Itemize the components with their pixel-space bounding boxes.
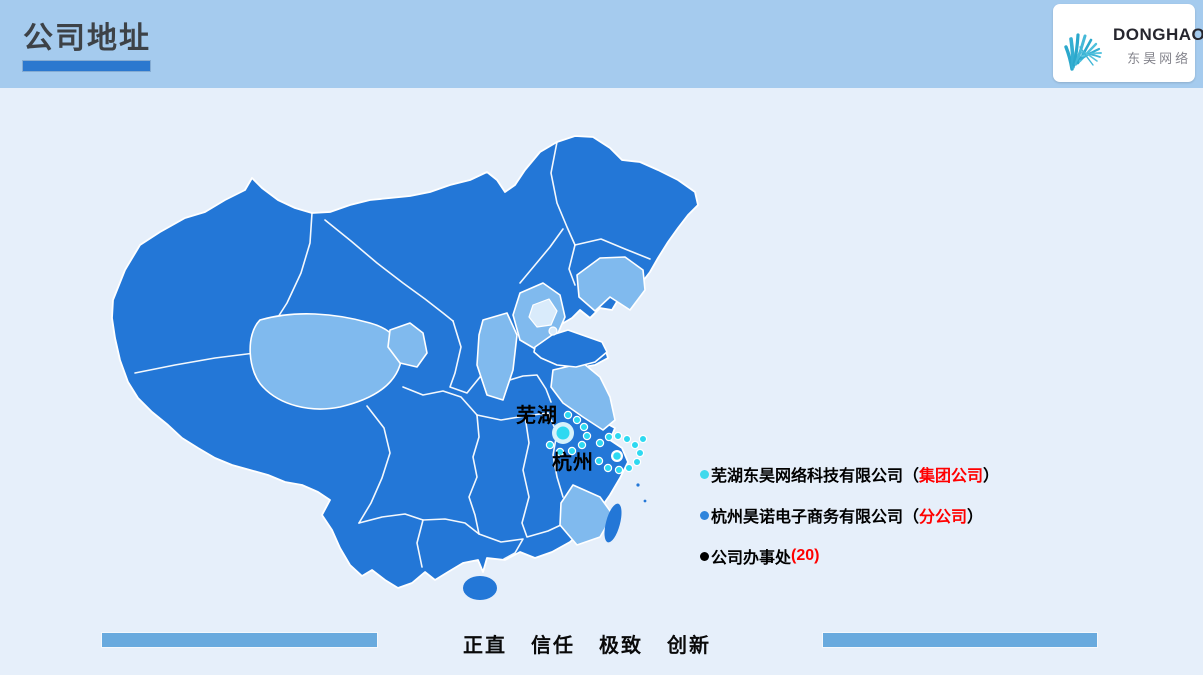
slogan-word: 极致 <box>599 635 643 657</box>
legend-label: 芜湖东昊网络科技有限公司 <box>711 468 904 485</box>
map-legend: 芜湖东昊网络科技有限公司 （ 集团公司 ） 杭州昊诺电子商务有限公司 （ 分公司… <box>700 462 999 568</box>
header-band: 公司地址 DONGHAO <box>0 0 1203 88</box>
province-shandong <box>533 329 608 368</box>
office-dot <box>567 446 577 456</box>
branch-marker-center <box>613 452 621 460</box>
island-small-2 <box>643 499 647 503</box>
china-map-svg <box>111 135 699 600</box>
province-shanxi <box>476 312 518 401</box>
slogan-word: 创新 <box>667 635 711 657</box>
office-dot <box>613 431 623 441</box>
office-dot <box>624 463 634 473</box>
legend-bullet-icon <box>700 510 709 520</box>
province-qinghai <box>249 313 402 410</box>
office-dot <box>603 463 613 473</box>
legend-item: 公司办事处 (20) <box>700 544 999 568</box>
legend-bullet-icon <box>700 469 709 479</box>
office-dot <box>555 447 565 457</box>
legend-item: 杭州昊诺电子商务有限公司 （ 分公司 ） <box>700 503 999 527</box>
legend-highlight: (20) <box>791 547 820 564</box>
legend-bullet-icon <box>700 551 709 561</box>
office-dot <box>595 438 605 448</box>
province-ningxia-gansu-east <box>387 322 428 368</box>
logo-name: DONGHAO <box>1113 25 1203 44</box>
slogan-word: 正直 <box>463 635 507 657</box>
legend-highlight: 分公司 <box>919 509 968 526</box>
company-values-slogan: 正直 信任 极致 创新 <box>463 629 711 658</box>
china-map <box>105 125 705 605</box>
island-small-1 <box>636 483 640 487</box>
legend-label: 杭州昊诺电子商务有限公司 <box>711 509 904 526</box>
island-hainan <box>463 576 497 600</box>
province-jiangsu <box>550 362 616 431</box>
office-dot <box>622 434 632 444</box>
office-dot <box>579 422 589 432</box>
legend-label: 公司办事处 <box>711 550 792 567</box>
office-dot <box>563 410 573 420</box>
footer-bar-left <box>102 633 377 647</box>
legend-bracket-open: （ <box>903 509 920 526</box>
office-dot <box>582 431 592 441</box>
city-label-hangzhou: 杭州 <box>552 452 594 474</box>
province-borders <box>134 141 651 568</box>
office-dot <box>630 440 640 450</box>
page-title: 公司地址 <box>23 22 151 55</box>
slogan-word: 信任 <box>531 635 575 657</box>
city-markers-layer <box>552 422 623 462</box>
office-dot <box>594 456 604 466</box>
office-dot <box>632 457 642 467</box>
legend-item: 芜湖东昊网络科技有限公司 （ 集团公司 ） <box>700 462 999 486</box>
office-dot <box>638 434 648 444</box>
legend-bracket-close: ） <box>967 509 984 526</box>
office-dot <box>604 432 614 442</box>
office-dots-layer <box>545 410 648 475</box>
legend-bracket-close: ） <box>983 468 1000 485</box>
office-dot <box>635 448 645 458</box>
legend-bracket-open: （ <box>903 468 920 485</box>
province-tianjin <box>548 326 558 336</box>
legend-highlight: 集团公司 <box>919 468 984 485</box>
province-beijing <box>528 298 558 328</box>
province-fujian <box>559 484 614 546</box>
logo-subtitle: 东昊网络 <box>1127 51 1192 66</box>
company-logo: DONGHAO 东昊网络 <box>1053 4 1203 82</box>
office-dot <box>577 440 587 450</box>
logo-text: DONGHAO 东昊网络 <box>1113 25 1203 67</box>
city-label-wuhu: 芜湖 <box>516 405 558 427</box>
footer-bar-right <box>823 633 1097 647</box>
fan-logo-icon <box>1064 33 1102 71</box>
island-taiwan <box>604 503 622 543</box>
title-underline <box>23 61 150 71</box>
office-dot <box>572 415 582 425</box>
office-dot <box>614 465 624 475</box>
office-dot <box>545 440 555 450</box>
province-liaoning <box>576 256 646 312</box>
hq-marker-center <box>556 426 570 440</box>
